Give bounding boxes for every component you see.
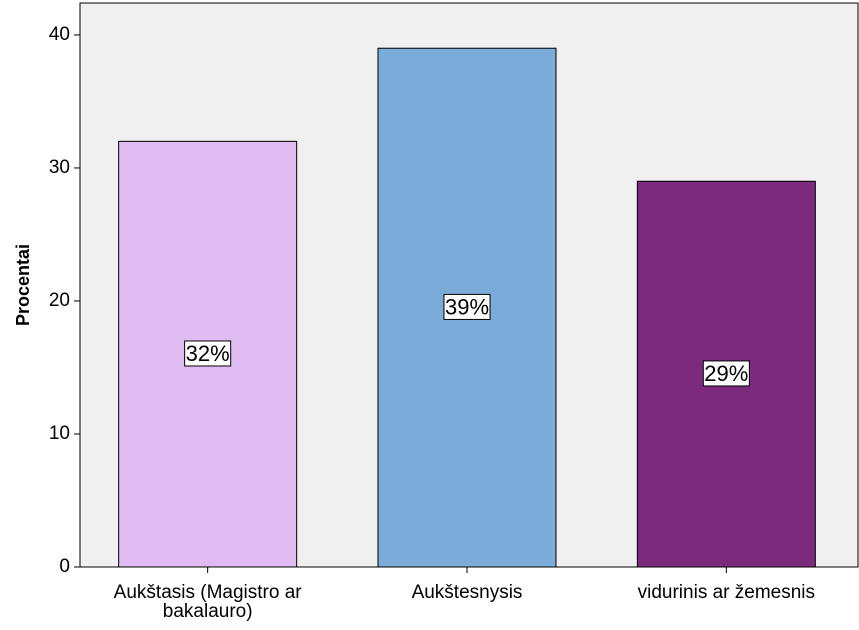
value-label: 32% [186,341,230,366]
value-label: 29% [704,361,748,386]
y-tick-label: 10 [49,423,70,444]
x-tick-label: Aukštasis (Magistro ar bakalauro) [113,582,302,622]
x-tick-label: vidurinis ar žemesnis [637,582,816,603]
value-label: 39% [445,294,489,319]
value-label-box [702,360,750,387]
y-tick-label: 30 [49,157,70,178]
value-label-box [184,340,232,367]
y-axis-label: Procentai [13,244,33,326]
y-tick-label: 40 [49,24,70,45]
value-label-box [443,293,491,320]
y-tick-label: 20 [49,290,70,311]
y-tick-label: 0 [59,556,70,577]
x-tick-label: Aukštesnysis [411,582,523,603]
